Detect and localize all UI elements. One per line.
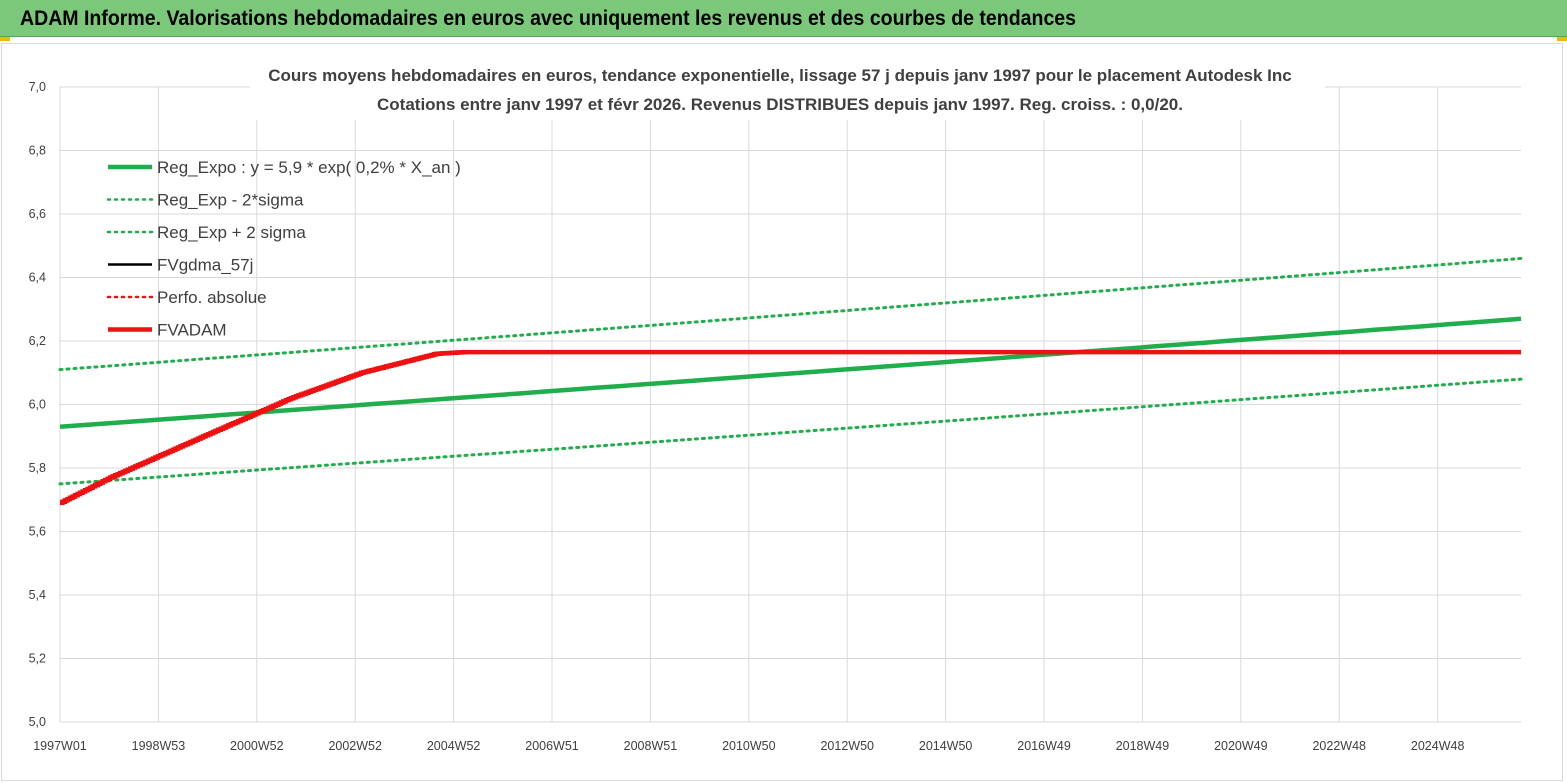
y-tick-label: 5,4	[29, 588, 46, 602]
y-tick-label: 7,0	[29, 80, 46, 94]
x-tick-label: 2016W49	[1017, 739, 1071, 753]
chart-title-line-2: Cotations entre janv 1997 et févr 2026. …	[377, 95, 1183, 114]
series-line	[58, 256, 1523, 372]
y-tick-label: 6,4	[29, 271, 46, 285]
x-tick-label: 2024W48	[1411, 739, 1465, 753]
legend-label: Perfo. absolue	[157, 288, 267, 307]
title-background	[250, 62, 1325, 120]
series-lines	[58, 256, 1523, 506]
legend-label: Reg_Expo : y = 5,9 * exp( 0,2% * X_an )	[157, 158, 461, 177]
series-line	[59, 316, 1522, 429]
y-tick-label: 5,6	[29, 525, 46, 539]
x-tick-label: 1997W01	[33, 739, 87, 753]
y-tick-label: 6,6	[29, 207, 46, 221]
y-axis-ticks: 7,0 6,8 6,6 6,4 6,2 6,0 5,8 5,6 5,4 5,2 5,0	[29, 80, 46, 729]
series-line	[60, 349, 1521, 506]
y-tick-label: 6,2	[29, 334, 46, 348]
x-tick-label: 2000W52	[230, 739, 284, 753]
corner-marker	[0, 37, 10, 41]
header-banner: ADAM Informe. Valorisations hebdomadaire…	[0, 0, 1567, 37]
x-axis-ticks: 1997W01 1998W53 2000W52 2002W52 2004W52 2006W…	[33, 739, 1464, 753]
x-tick-label: 1998W53	[132, 739, 186, 753]
y-tick-label: 6,0	[29, 398, 46, 412]
y-tick-label: 5,8	[29, 461, 46, 475]
x-tick-label: 2002W52	[328, 739, 382, 753]
legend-label: FVgdma_57j	[157, 256, 253, 275]
x-tick-label: 2018W49	[1116, 739, 1170, 753]
x-tick-label: 2010W50	[722, 739, 776, 753]
y-tick-label: 5,0	[29, 715, 46, 729]
chart-title-line-1: Cours moyens hebdomadaires en euros, ten…	[268, 66, 1291, 85]
x-tick-label: 2006W51	[525, 739, 579, 753]
x-tick-label: 2022W48	[1312, 739, 1366, 753]
legend-label: Reg_Exp + 2 sigma	[157, 223, 306, 242]
x-tick-label: 2020W49	[1214, 739, 1268, 753]
page-title: ADAM Informe. Valorisations hebdomadaire…	[20, 7, 1077, 30]
corner-marker	[1557, 37, 1567, 41]
x-tick-label: 2008W51	[624, 739, 678, 753]
y-tick-label: 5,2	[29, 652, 46, 666]
x-tick-label: 2004W52	[427, 739, 481, 753]
series-line	[58, 377, 1523, 486]
legend-label: Reg_Exp - 2*sigma	[157, 191, 304, 210]
legend-label: FVADAM	[157, 321, 227, 340]
x-tick-label: 2014W50	[919, 739, 973, 753]
y-tick-label: 6,8	[29, 144, 46, 158]
legend: Reg_Expo : y = 5,9 * exp( 0,2% * X_an ) R…	[106, 158, 461, 340]
x-tick-label: 2012W50	[820, 739, 874, 753]
